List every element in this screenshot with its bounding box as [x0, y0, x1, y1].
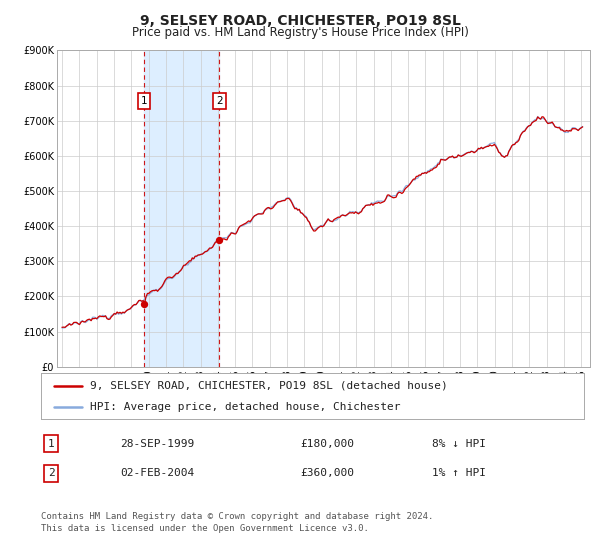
- Text: 9, SELSEY ROAD, CHICHESTER, PO19 8SL (detached house): 9, SELSEY ROAD, CHICHESTER, PO19 8SL (de…: [89, 381, 448, 391]
- Text: £180,000: £180,000: [300, 438, 354, 449]
- Text: 2: 2: [216, 96, 223, 106]
- Text: 1: 1: [47, 438, 55, 449]
- Text: Contains HM Land Registry data © Crown copyright and database right 2024.
This d: Contains HM Land Registry data © Crown c…: [41, 512, 433, 533]
- Bar: [144, 50, 220, 367]
- Text: 1: 1: [141, 96, 148, 106]
- Text: 2: 2: [47, 468, 55, 478]
- Text: £360,000: £360,000: [300, 468, 354, 478]
- Text: 02-FEB-2004: 02-FEB-2004: [120, 468, 194, 478]
- Point: [215, 236, 224, 245]
- Text: 8% ↓ HPI: 8% ↓ HPI: [432, 438, 486, 449]
- Text: 1% ↑ HPI: 1% ↑ HPI: [432, 468, 486, 478]
- Text: 28-SEP-1999: 28-SEP-1999: [120, 438, 194, 449]
- Point: [139, 299, 149, 308]
- Text: Price paid vs. HM Land Registry's House Price Index (HPI): Price paid vs. HM Land Registry's House …: [131, 26, 469, 39]
- Text: HPI: Average price, detached house, Chichester: HPI: Average price, detached house, Chic…: [89, 402, 400, 412]
- Text: 9, SELSEY ROAD, CHICHESTER, PO19 8SL: 9, SELSEY ROAD, CHICHESTER, PO19 8SL: [140, 14, 460, 28]
